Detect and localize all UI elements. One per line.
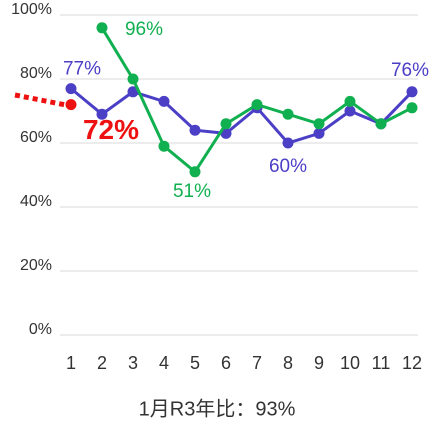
trend-dash [14,92,72,109]
data-label: 72% [83,114,139,145]
x-tick-label: 4 [159,353,169,373]
x-tick-label: 9 [314,353,324,373]
point [65,83,77,95]
point [189,166,201,178]
x-tick-label: 11 [372,353,391,373]
y-tick-label: 100% [11,1,52,18]
point [220,118,232,130]
x-tick-label: 10 [340,353,360,373]
point [96,22,108,34]
y-tick-label: 80% [20,65,52,82]
data-label: 77% [63,59,101,80]
x-tick-label: 2 [97,353,107,373]
data-label: 76% [391,60,429,81]
point [406,86,418,98]
x-tick-label: 3 [128,353,138,373]
y-tick-label: 0% [29,321,52,338]
series-line [70,87,414,145]
x-tick-label: 12 [402,353,422,373]
x-tick-label: 6 [221,353,231,373]
y-tick-label: 40% [20,193,52,210]
point [282,137,294,149]
x-tick-label: 8 [283,353,293,373]
point [282,108,294,120]
point [127,73,139,85]
point [158,140,170,152]
point [65,99,77,111]
point [96,108,108,120]
point [158,95,170,107]
x-tick-label: 7 [252,353,262,373]
x-tick-label: 5 [190,353,200,373]
caption: 1月R3年比：93% [139,397,296,420]
x-tick-label: 1 [66,353,76,373]
point [189,124,201,136]
point [344,105,356,117]
point [375,118,387,130]
point [127,86,139,98]
point [251,99,263,111]
data-label: 51% [173,181,211,202]
y-tick-label: 20% [20,257,52,274]
point [406,102,418,114]
point [344,95,356,107]
data-label: 60% [269,156,307,177]
data-label: 96% [125,19,163,40]
y-tick-label: 60% [20,129,52,146]
point [313,127,325,139]
point [313,118,325,130]
